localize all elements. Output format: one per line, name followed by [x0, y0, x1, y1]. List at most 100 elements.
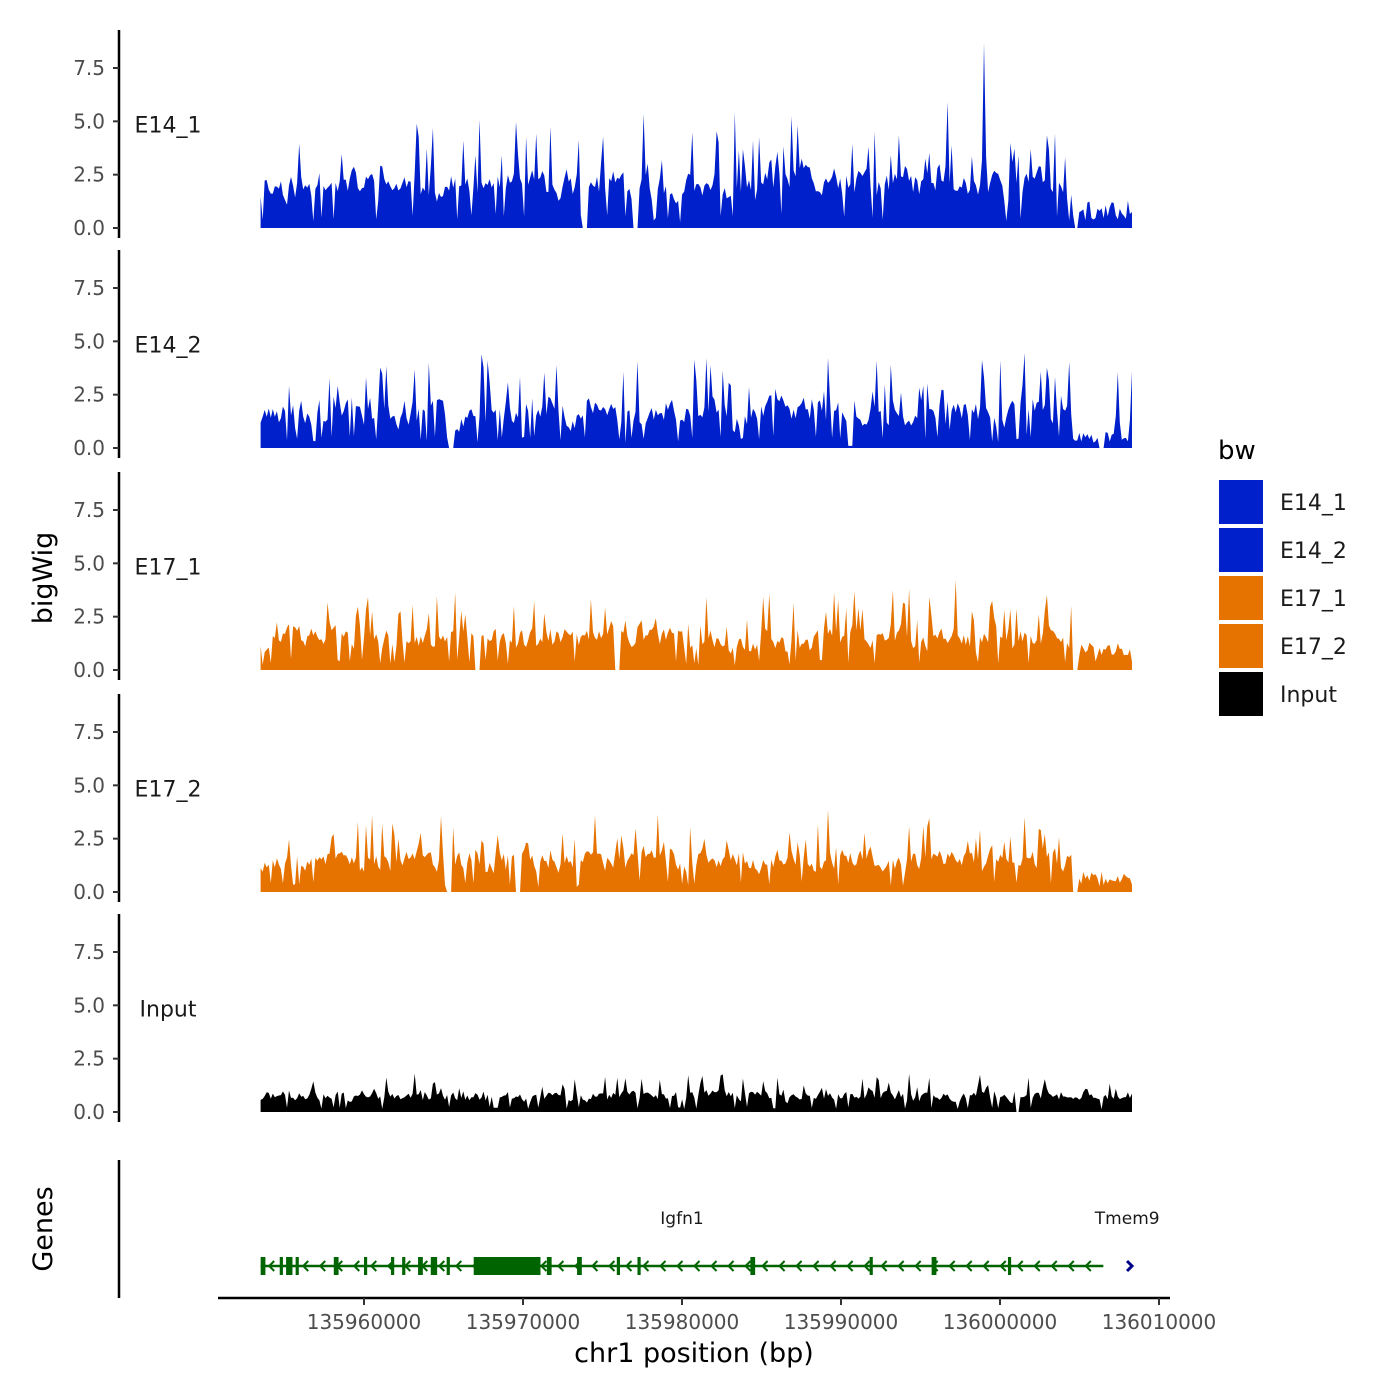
legend-swatch [1219, 576, 1263, 620]
strand-arrow [795, 1260, 803, 1272]
strand-arrow [608, 1260, 616, 1272]
y-tick-label: 0.0 [73, 1100, 105, 1124]
track-label: E17_2 [135, 777, 202, 802]
strand-arrow [1033, 1260, 1041, 1272]
strand-arrow [693, 1260, 701, 1272]
strand-arrow [778, 1260, 786, 1272]
y-tick-label: 2.5 [73, 163, 105, 187]
strand-arrow [999, 1260, 1007, 1272]
track-label: Input [140, 997, 197, 1022]
genes-layer: Igfn1 Tmem9 [117, 1160, 1160, 1298]
strand-arrow [948, 1260, 956, 1272]
gene-exon [418, 1257, 423, 1275]
y-tick-label: 2.5 [73, 1047, 105, 1071]
strand-arrow [727, 1260, 735, 1272]
track-e17-2: 0.0 2.5 5.0 7.5 E17_2 [73, 694, 1133, 904]
strand-arrow [574, 1260, 582, 1272]
x-tick-label: 136010000 [1102, 1310, 1217, 1334]
gene-exon [546, 1257, 552, 1275]
strand-arrow [301, 1260, 309, 1272]
strand-arrow [386, 1260, 394, 1272]
strand-arrow [710, 1260, 718, 1272]
y-tick-label: 5.0 [73, 773, 105, 797]
y-tick-label: 0.0 [73, 658, 105, 682]
y-tick-label: 7.5 [73, 720, 105, 744]
coverage-area [260, 809, 1133, 892]
strand-arrow [591, 1260, 599, 1272]
y-tick-label: 2.5 [73, 383, 105, 407]
y-tick-label: 5.0 [73, 109, 105, 133]
genes-axis-title: Genes [28, 1186, 59, 1271]
gene-exon [869, 1257, 873, 1275]
legend-label: E14_2 [1280, 539, 1347, 564]
legend-swatch [1219, 624, 1263, 668]
legend-label: E17_2 [1280, 635, 1347, 660]
legend-label: E14_1 [1280, 491, 1347, 516]
track-e14-2: 0.0 2.5 5.0 7.5 E14_2 [73, 250, 1133, 460]
coverage-area [260, 353, 1133, 448]
y-tick-label: 0.0 [73, 880, 105, 904]
tracks-layer: 0.0 2.5 5.0 7.5 E14_1 0.0 2.5 5.0 7.5 E14_2 0.0 2.5… [73, 30, 1133, 1124]
gene-exon [391, 1257, 395, 1275]
strand-arrow [829, 1260, 837, 1272]
gene-exon [750, 1257, 756, 1275]
coverage-area [260, 580, 1133, 670]
y-axis-title: bigWig [28, 532, 59, 625]
legend-title: bw [1218, 436, 1256, 466]
strand-arrow [880, 1260, 888, 1272]
gene-exon [260, 1257, 266, 1275]
x-tick-label: 135970000 [466, 1310, 581, 1334]
gene-exon [364, 1257, 368, 1275]
strand-arrow [318, 1260, 326, 1272]
strand-arrow [1084, 1260, 1092, 1272]
strand-arrow [965, 1260, 973, 1272]
gene-exon [430, 1257, 438, 1275]
y-tick-label: 2.5 [73, 605, 105, 629]
strand-arrow [1050, 1260, 1058, 1272]
strand-arrow [812, 1260, 820, 1272]
strand-arrow [556, 1260, 565, 1272]
y-tick-label: 7.5 [73, 498, 105, 522]
track-e17-1: 0.0 2.5 5.0 7.5 E17_1 [73, 472, 1133, 682]
strand-arrow [625, 1260, 633, 1272]
coverage-area [260, 1073, 1133, 1112]
track-label: E14_1 [135, 113, 202, 138]
x-tick-label: 135980000 [625, 1310, 740, 1334]
gene-exon [637, 1257, 641, 1275]
strand-arrow [284, 1260, 292, 1272]
legend-swatch [1219, 672, 1263, 716]
strand-arrow [267, 1260, 275, 1272]
strand-arrow [488, 1260, 497, 1272]
strand-arrow [897, 1260, 905, 1272]
y-tick-label: 7.5 [73, 276, 105, 300]
strand-arrow [403, 1260, 412, 1272]
strand-arrow [642, 1260, 650, 1272]
y-tick-label: 2.5 [73, 827, 105, 851]
y-tick-label: 7.5 [73, 940, 105, 964]
strand-arrow [863, 1260, 871, 1272]
strand-arrow [437, 1260, 446, 1272]
strand-arrow [761, 1260, 769, 1272]
strand-arrow [420, 1260, 429, 1272]
strand-arrow [471, 1260, 480, 1272]
gene-label: Igfn1 [660, 1209, 703, 1229]
strand-arrow [846, 1260, 854, 1272]
strand-arrow [522, 1260, 531, 1272]
y-tick-label: 5.0 [73, 329, 105, 353]
coverage-area [260, 43, 1133, 228]
legend-label: Input [1280, 683, 1337, 708]
track-input: 0.0 2.5 5.0 7.5 Input [73, 914, 1133, 1124]
gene-tmem9: Tmem9 [1094, 1209, 1160, 1273]
track-label: E14_2 [135, 333, 202, 358]
gene-exon [616, 1257, 620, 1275]
legend-swatch [1219, 480, 1263, 524]
strand-arrow [1125, 1259, 1135, 1273]
strand-arrow [659, 1260, 667, 1272]
strand-arrow [352, 1260, 360, 1272]
strand-arrow [1016, 1260, 1024, 1272]
x-tick-label: 135960000 [307, 1310, 422, 1334]
strand-arrow [676, 1260, 684, 1272]
strand-arrow [335, 1260, 343, 1272]
y-tick-label: 0.0 [73, 436, 105, 460]
